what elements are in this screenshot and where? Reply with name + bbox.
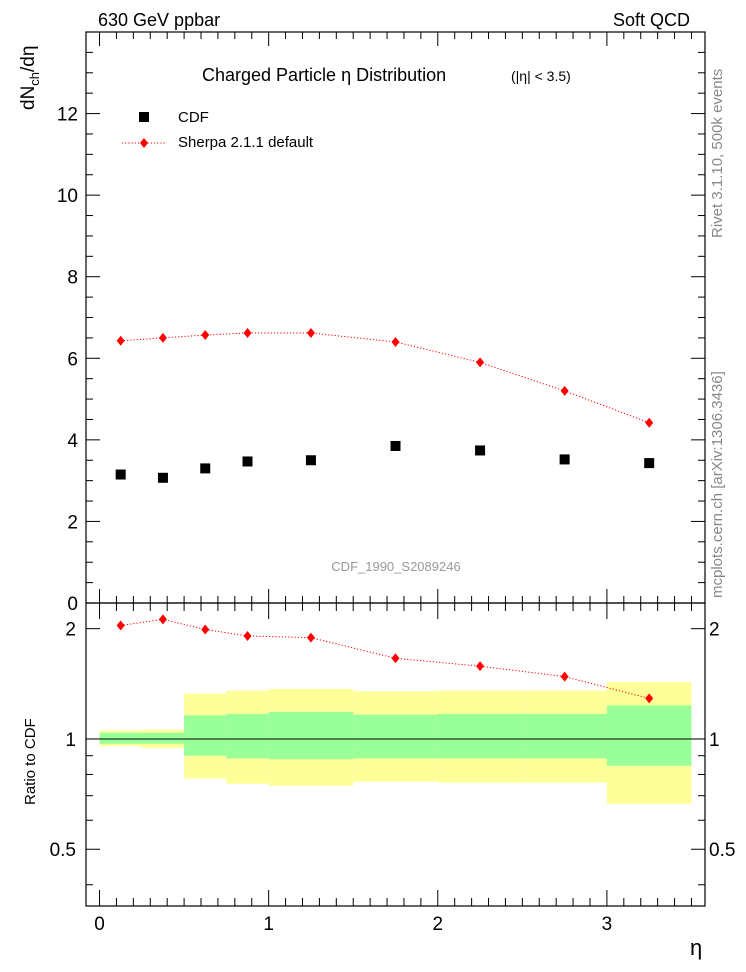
- sherpa-series-line: [120, 332, 650, 424]
- main-y-tick-label: 2: [67, 512, 78, 533]
- ratio-series-group: [116, 614, 654, 704]
- cdf-data-point: [475, 445, 486, 456]
- cdf-data-point: [157, 472, 168, 483]
- x-tick-label: 1: [263, 914, 274, 935]
- ratio-data-point: [243, 630, 252, 641]
- rivet-info: Rivet 3.1.10, 500k events: [709, 69, 726, 238]
- ylabel-rest: /dη: [18, 46, 39, 72]
- ratio-y-tick-label-right: 0.5: [709, 840, 735, 861]
- green-band-bin: [99, 732, 142, 744]
- ratio-series-line: [120, 618, 650, 699]
- ratio-data-point: [476, 661, 485, 672]
- sherpa-data-point: [116, 335, 125, 346]
- main-y-tick-label: 0: [67, 594, 78, 615]
- sherpa-data-point: [645, 417, 654, 428]
- ratio-data-point: [116, 620, 125, 631]
- ratio-data-point: [560, 671, 569, 682]
- green-band-bin: [522, 713, 607, 759]
- ratio-y-tick-label: 2: [65, 620, 76, 641]
- ratio-data-point: [645, 693, 654, 704]
- chart-subtitle: (|η| < 3.5): [511, 68, 571, 84]
- chart-title: Charged Particle η Distribution: [202, 65, 446, 85]
- main-y-tick-label: 10: [57, 186, 78, 207]
- green-band-bin: [437, 713, 523, 759]
- ratio-data-point: [201, 624, 210, 635]
- sherpa-data-point: [391, 336, 400, 347]
- ratio-ticks: [86, 603, 705, 906]
- ratio-y-tick-label: 0.5: [50, 840, 76, 861]
- header-right-title: Soft QCD: [613, 10, 690, 30]
- x-tick-label: 3: [602, 914, 613, 935]
- analysis-watermark: CDF_1990_S2089246: [331, 559, 460, 574]
- cdf-data-point: [115, 469, 126, 480]
- ratio-y-tick-label-right: 2: [709, 620, 720, 641]
- ratio-y-tick-label-right: 1: [709, 730, 720, 751]
- green-band-bin: [606, 705, 692, 766]
- x-axis-label: η: [690, 935, 702, 960]
- sherpa-data-point: [158, 332, 167, 343]
- mcplots-info: mcplots.cern.ch [arXiv:1306.3436]: [709, 371, 726, 598]
- green-band-bin: [353, 714, 438, 759]
- main-series-group: [115, 327, 655, 483]
- cdf-data-point: [559, 454, 570, 465]
- ratio-data-point: [158, 614, 167, 625]
- green-band-bin: [184, 715, 227, 756]
- ratio-y-axis-label: Ratio to CDF: [22, 718, 39, 805]
- cdf-data-point: [644, 458, 655, 469]
- green-band-bin: [268, 711, 354, 760]
- cdf-data-point: [242, 456, 253, 467]
- main-y-tick-label: 12: [57, 105, 78, 126]
- sherpa-data-point: [306, 327, 315, 338]
- legend-sherpa-label: Sherpa 2.1.1 default: [178, 134, 314, 151]
- sherpa-data-point: [476, 357, 485, 368]
- legend-cdf-label: CDF: [178, 109, 209, 126]
- ratio-panel-frame: [85, 602, 706, 907]
- main-y-ticks: [86, 31, 705, 604]
- main-y-axis-label: dNch/dη: [18, 46, 42, 110]
- green-band-bin: [141, 732, 185, 744]
- ratio-uncertainty-bands: [99, 682, 692, 804]
- x-tick-label: 2: [432, 914, 443, 935]
- ylabel-main: dN: [18, 86, 39, 110]
- main-y-tick-label: 6: [67, 349, 78, 370]
- ylabel-sub: ch: [27, 72, 42, 86]
- cdf-data-point: [390, 440, 401, 451]
- ratio-data-point: [391, 653, 400, 664]
- x-tick-label: 0: [94, 914, 105, 935]
- main-y-tick-label: 8: [67, 268, 78, 289]
- ratio-data-point: [306, 632, 315, 643]
- cdf-data-point: [200, 463, 211, 474]
- sherpa-data-point: [243, 327, 252, 338]
- green-band-bin: [226, 713, 269, 759]
- header-left-title: 630 GeV ppbar: [98, 10, 220, 30]
- legend-sherpa-marker: [140, 138, 148, 148]
- legend-cdf-marker: [139, 112, 149, 122]
- sherpa-data-point: [201, 330, 210, 341]
- sherpa-data-point: [560, 385, 569, 396]
- cdf-data-point: [305, 455, 316, 466]
- main-y-tick-label: 4: [67, 431, 78, 452]
- ratio-y-tick-label: 1: [65, 730, 76, 751]
